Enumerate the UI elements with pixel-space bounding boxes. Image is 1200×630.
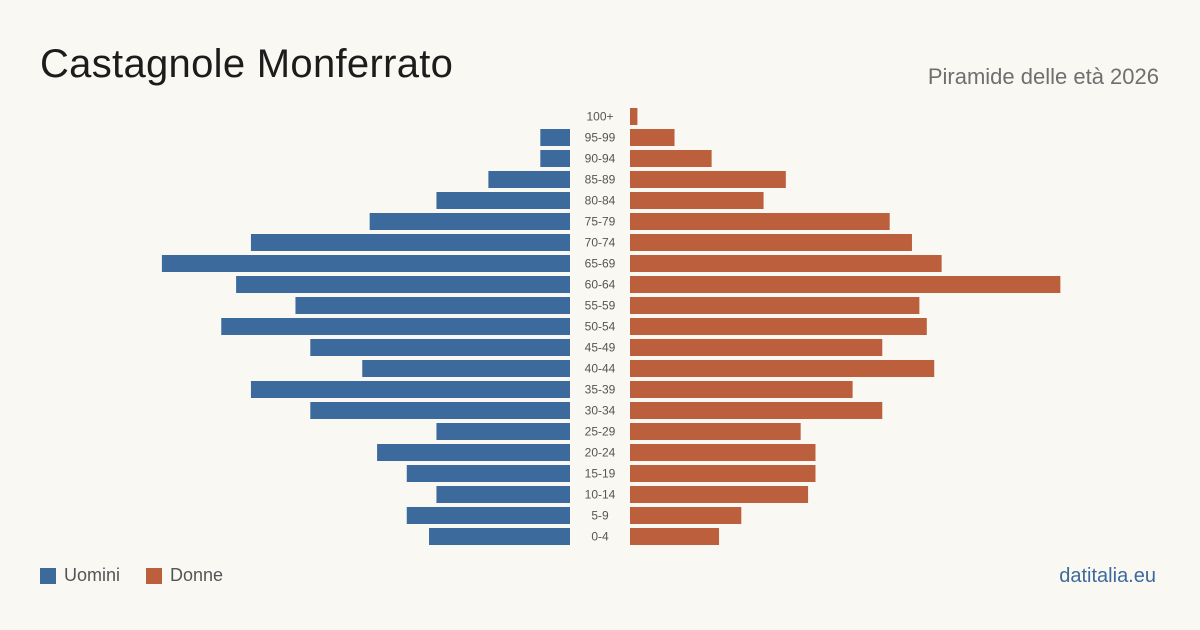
age-label: 55-59 [585,299,616,313]
bar-female-30-34 [630,402,883,419]
bar-male-65-69 [161,255,570,272]
age-label: 50-54 [585,320,616,334]
bar-female-45-49 [630,339,883,356]
chart-title: Castagnole Monferrato [40,42,454,86]
bar-male-85-89 [488,171,570,188]
bar-male-50-54 [221,318,570,335]
brand-link[interactable]: datitalia.eu [1059,565,1156,587]
bar-male-20-24 [377,444,570,461]
bar-male-90-94 [540,150,570,167]
bar-female-50-54 [630,318,927,335]
bar-male-15-19 [406,465,570,482]
bar-female-75-79 [630,213,890,230]
bar-female-55-59 [630,297,920,314]
legend: Uomini Donne [40,565,249,586]
bar-female-40-44 [630,360,935,377]
bar-female-25-29 [630,423,801,440]
bar-male-45-49 [310,339,570,356]
bar-male-75-79 [369,213,570,230]
age-label: 75-79 [585,215,616,229]
age-label: 20-24 [585,446,616,460]
bar-female-90-94 [630,150,712,167]
bar-female-0-4 [630,528,720,545]
age-label: 35-39 [585,383,616,397]
legend-swatch-female [146,567,163,584]
age-label: 15-19 [585,467,616,481]
age-label: 85-89 [585,173,616,187]
bar-male-35-39 [250,381,570,398]
bar-male-40-44 [362,360,570,377]
age-label: 25-29 [585,425,616,439]
bar-female-60-64 [630,276,1061,293]
age-label: 80-84 [585,194,616,208]
legend-item-male: Uomini [40,565,120,586]
bar-female-15-19 [630,465,816,482]
bar-female-100+ [630,108,638,125]
age-label: 0-4 [591,530,609,544]
legend-label-female: Donne [170,565,224,585]
bar-female-85-89 [630,171,786,188]
bar-male-95-99 [540,129,570,146]
legend-swatch-male [40,567,56,584]
age-label: 45-49 [585,341,616,355]
legend-label-male: Uomini [64,565,121,585]
bar-female-70-74 [630,234,912,251]
age-label: 90-94 [585,152,616,166]
bar-female-65-69 [630,255,942,272]
bar-male-80-84 [436,192,570,209]
bar-female-95-99 [630,129,675,146]
bar-male-70-74 [250,234,570,251]
bar-female-35-39 [630,381,853,398]
bar-male-10-14 [436,486,570,503]
bar-female-20-24 [630,444,816,461]
age-label: 60-64 [585,278,616,292]
age-label: 70-74 [585,236,616,250]
bar-male-55-59 [295,297,570,314]
chart-subtitle: Piramide delle età 2026 [927,64,1159,89]
age-label: 100+ [586,110,613,124]
bar-male-60-64 [236,276,570,293]
age-label: 5-9 [591,509,609,523]
age-label: 65-69 [585,257,616,271]
bar-female-5-9 [630,507,742,524]
legend-item-female: Donne [146,565,223,586]
bar-male-25-29 [436,423,570,440]
age-label: 30-34 [585,404,616,418]
bar-female-10-14 [630,486,809,503]
bar-male-5-9 [406,507,570,524]
age-label: 10-14 [585,488,616,502]
age-label: 95-99 [585,131,616,145]
bar-male-30-34 [310,402,570,419]
bar-male-0-4 [429,528,570,545]
age-label: 40-44 [585,362,616,376]
bar-female-80-84 [630,192,764,209]
